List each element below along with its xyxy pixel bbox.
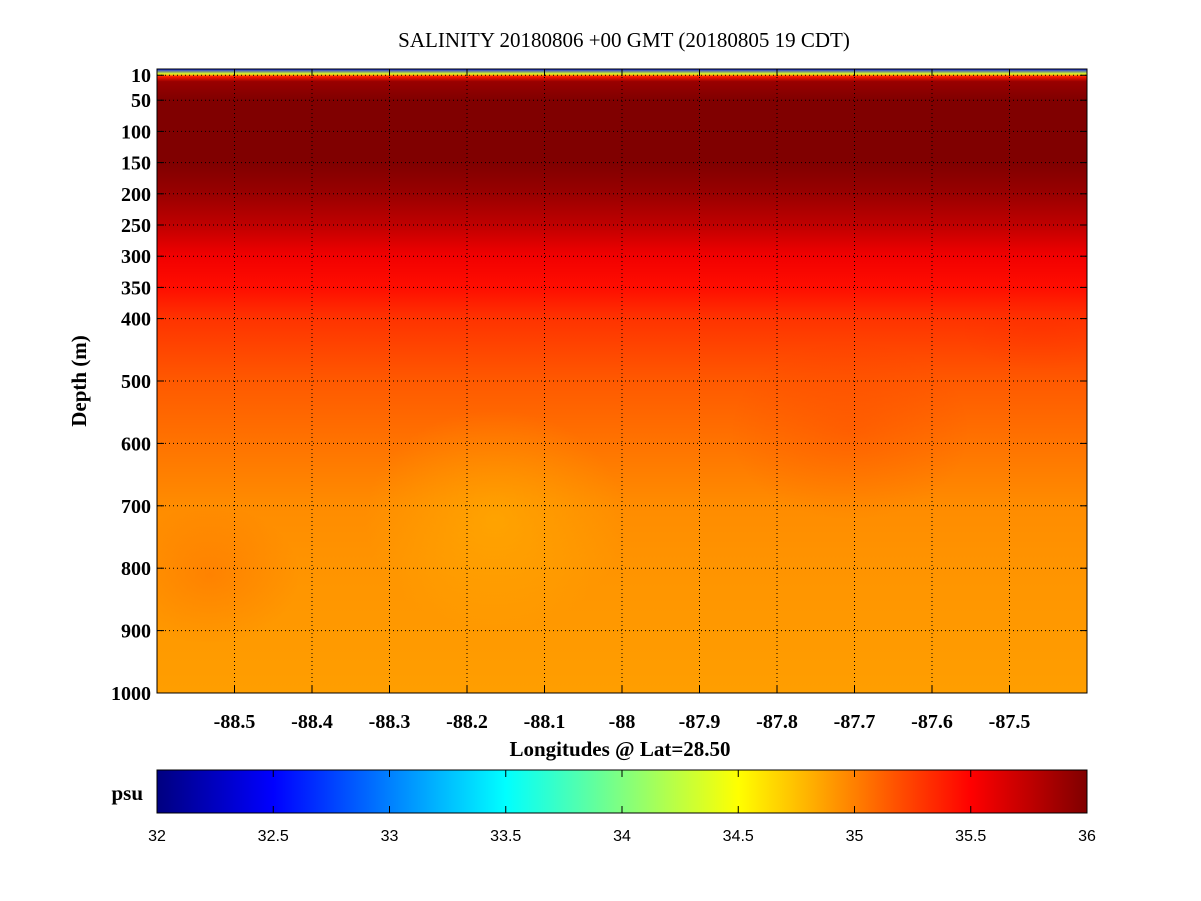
colorbar-tick-label: 34.5 <box>723 828 754 845</box>
y-tick-label: 700 <box>121 496 151 518</box>
colorbar-tick-label: 34 <box>613 828 631 845</box>
y-tick-label: 100 <box>121 121 151 143</box>
y-tick-label: 350 <box>121 277 151 299</box>
colorbar-tick-label: 33.5 <box>490 828 521 845</box>
y-tick-label: 900 <box>121 621 151 643</box>
colorbar-tick-label: 36 <box>1078 828 1096 845</box>
colorbar-tick-label: 32.5 <box>258 828 289 845</box>
y-axis-ticks: 10 50 100 150 200 250 300 350 400 500 600 700 800 900… <box>111 65 1087 705</box>
colorbar-tick-label: 33 <box>381 828 399 845</box>
grid-lines <box>157 69 1087 694</box>
variation-patch <box>365 410 625 630</box>
y-tick-label: 150 <box>121 153 151 175</box>
x-tick-label: -87.8 <box>756 711 798 733</box>
y-tick-label: 10 <box>131 65 151 87</box>
y-tick-label: 50 <box>131 90 151 112</box>
x-tick-label: -88.5 <box>214 711 256 733</box>
colorbar-tick-label: 32 <box>148 828 166 845</box>
x-tick-label: -87.6 <box>911 711 953 733</box>
colorbar-ticks: 32 32.5 33 33.5 34 34.5 35 35.5 36 <box>148 770 1096 845</box>
x-axis-label: Longitudes @ Lat=28.50 <box>509 737 730 761</box>
variation-patch <box>960 290 1087 370</box>
colorbar-strip <box>156 769 1088 814</box>
y-tick-label: 250 <box>121 215 151 237</box>
x-tick-label: -88.2 <box>446 711 488 733</box>
variation-patch <box>730 340 970 520</box>
x-tick-label: -87.7 <box>834 711 876 733</box>
y-tick-label: 1000 <box>111 683 151 705</box>
y-tick-label: 200 <box>121 184 151 206</box>
y-tick-label: 400 <box>121 309 151 331</box>
x-tick-label: -88 <box>609 711 636 733</box>
y-axis-label: Depth (m) <box>67 335 91 427</box>
x-tick-label: -88.3 <box>369 711 411 733</box>
x-tick-label: -87.9 <box>679 711 721 733</box>
y-tick-label: 300 <box>121 246 151 268</box>
y-tick-label: 800 <box>121 558 151 580</box>
colorbar-label: psu <box>111 781 143 805</box>
x-tick-label: -88.4 <box>291 711 333 733</box>
y-tick-label: 600 <box>121 433 151 455</box>
x-tick-label: -88.1 <box>524 711 566 733</box>
x-tick-label: -87.5 <box>989 711 1031 733</box>
colorbar-tick-label: 35 <box>846 828 864 845</box>
y-tick-label: 500 <box>121 371 151 393</box>
variation-patch <box>157 505 300 645</box>
chart-title: SALINITY 20180806 +00 GMT (20180805 19 C… <box>398 28 850 52</box>
colorbar-tick-label: 35.5 <box>955 828 986 845</box>
colorbar: 32 32.5 33 33.5 34 34.5 35 35.5 36 psu <box>111 769 1096 845</box>
x-axis-ticks: -88.5 -88.4 -88.3 -88.2 -88.1 -88 -87.9 -87.8 -8… <box>214 69 1031 733</box>
